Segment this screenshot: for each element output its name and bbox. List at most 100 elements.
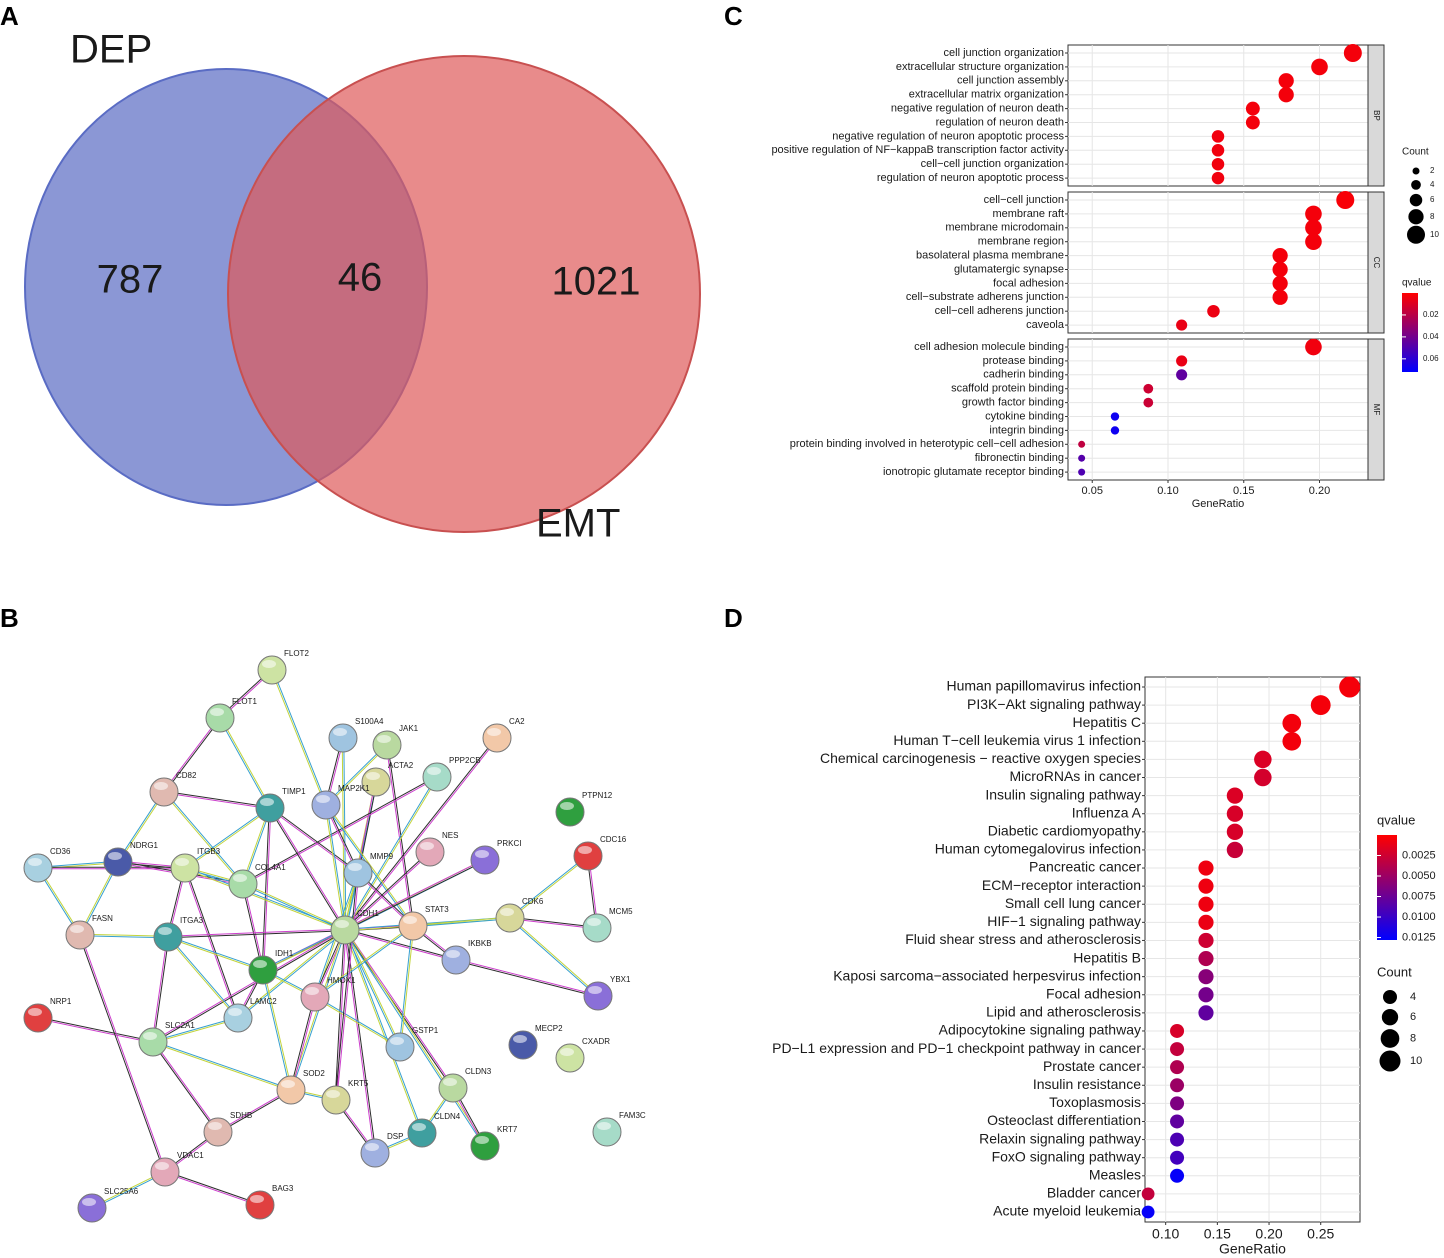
category-label: cell junction organization (944, 47, 1064, 59)
edge (168, 935, 264, 970)
edge (152, 1016, 238, 1042)
node-highlight (487, 728, 501, 736)
node-highlight (365, 1143, 379, 1151)
node (328, 723, 358, 753)
node (360, 1138, 390, 1168)
category-label: fibronectin binding (975, 452, 1064, 464)
facet-label: MF (1372, 404, 1381, 416)
node (438, 1073, 468, 1103)
node (170, 853, 200, 883)
category-label: ECM−receptor interaction (982, 877, 1141, 893)
edge (261, 807, 270, 970)
dot (1226, 841, 1244, 859)
node-label: SLC25A6 (104, 1187, 139, 1196)
set-name: DEP (70, 28, 152, 72)
dot (1170, 1114, 1185, 1129)
node-label: IKBKB (468, 939, 492, 948)
edge (345, 852, 431, 931)
edge (165, 1170, 261, 1205)
set-count: 787 (97, 258, 164, 302)
node-label: SLC2A1 (165, 1021, 195, 1030)
edge (153, 1018, 239, 1044)
legend-title: Count (1377, 964, 1412, 979)
category-label: extracellular matrix organization (909, 89, 1064, 101)
edge (241, 884, 263, 971)
edge (167, 937, 238, 1019)
node-highlight (366, 772, 380, 780)
node (203, 1117, 233, 1147)
legend-label: 2 (1430, 166, 1435, 175)
node-highlight (403, 916, 417, 924)
legend-label: 8 (1430, 212, 1435, 221)
network: FLOT2 FLOT1 S100A4 JAK1 CA2 ACTA2 PPP2CB CD82 TI… (23, 649, 646, 1223)
dot (1078, 468, 1086, 476)
dot (1282, 713, 1302, 733)
edge (356, 781, 376, 873)
edge (455, 960, 598, 998)
edge (270, 806, 359, 873)
node-highlight (578, 846, 592, 854)
edge (343, 930, 453, 1089)
node-label: LAMC2 (250, 997, 277, 1006)
edge (152, 1042, 291, 1092)
category-label: Relaxin signaling pathway (979, 1130, 1141, 1146)
node-highlight (597, 1122, 611, 1130)
dot (1078, 454, 1086, 462)
dot (1198, 969, 1214, 985)
node-label: CDK6 (522, 897, 544, 906)
edge (344, 851, 430, 930)
node-label: FLOT2 (284, 649, 309, 658)
edge (38, 1016, 154, 1042)
dot (1110, 412, 1120, 421)
legend-title: qvalue (1377, 812, 1415, 827)
node-highlight (333, 728, 347, 736)
node-label: GSTP1 (412, 1026, 439, 1035)
edge (456, 958, 599, 996)
edge (183, 868, 238, 1019)
colorbar (1377, 835, 1397, 940)
dot (1305, 205, 1322, 223)
category-label: Pancreatic cancer (1029, 859, 1141, 875)
category-label: cadherin binding (983, 369, 1064, 381)
edge (345, 929, 455, 1088)
dot (1211, 144, 1225, 157)
node-label: PPP2CB (449, 756, 481, 765)
legend-label: 8 (1410, 1032, 1416, 1044)
category-label: ionotropic glutamate receptor binding (883, 466, 1064, 478)
node-label: ITGB3 (197, 847, 221, 856)
panel-background (1144, 676, 1361, 1223)
node-highlight (154, 782, 168, 790)
edge (268, 808, 345, 931)
node-highlight (28, 1008, 42, 1016)
node-label: BAG3 (272, 1184, 294, 1193)
colorbar-label: 0.04 (1423, 332, 1439, 341)
category-label: positive regulation of NF−kappaB transcr… (771, 144, 1064, 156)
colorbar-label: 0.02 (1423, 310, 1439, 319)
node-label: CXADR (582, 1037, 610, 1046)
category-label: cell junction assembly (957, 75, 1064, 87)
legend-dot (1379, 1050, 1401, 1072)
category-label: Influenza A (1072, 804, 1142, 820)
dot (1170, 1168, 1185, 1183)
node (415, 837, 445, 867)
node-label: VDAC1 (177, 1151, 204, 1160)
category-label: FoxO signaling pathway (992, 1148, 1141, 1164)
edge (343, 737, 347, 930)
category-label: PD−L1 expression and PD−1 checkpoint pat… (772, 1040, 1141, 1056)
node (583, 981, 613, 1011)
category-label: Kaposi sarcoma−associated herpesvirus in… (833, 967, 1141, 983)
category-label: cell−substrate adherens junction (906, 291, 1064, 303)
legend-dot (1409, 193, 1423, 207)
category-label: regulation of neuron death (936, 116, 1064, 128)
node (103, 847, 133, 877)
dot (1272, 289, 1288, 305)
node-label: PTPN12 (582, 791, 613, 800)
node-highlight (560, 1048, 574, 1056)
edge (79, 935, 168, 939)
edge (263, 969, 293, 1090)
node-label: HMOX1 (327, 976, 356, 985)
edge (341, 738, 345, 931)
category-label: MicroRNAs in cancer (1010, 768, 1142, 784)
node-highlight (446, 950, 460, 958)
